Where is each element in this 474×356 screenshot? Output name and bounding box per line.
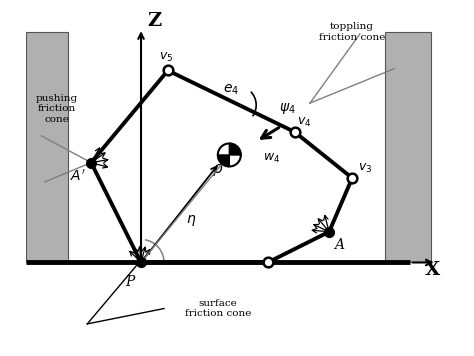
Text: pushing
friction
cone: pushing friction cone [36,94,78,124]
Text: $e_4$: $e_4$ [223,83,239,97]
Text: $v_5$: $v_5$ [159,51,173,64]
Polygon shape [218,155,229,167]
Text: toppling
friction cone: toppling friction cone [319,22,385,42]
Polygon shape [229,143,241,155]
Text: X: X [425,261,440,279]
Text: $A'$: $A'$ [70,168,85,184]
Text: P: P [125,275,134,289]
Bar [385,32,431,262]
Text: surface
friction cone: surface friction cone [184,299,251,318]
Text: $w_4$: $w_4$ [263,152,280,165]
Text: $v_4$: $v_4$ [297,116,311,129]
Text: $v_3$: $v_3$ [358,162,373,175]
Text: $\rho$: $\rho$ [212,162,224,178]
Bar [26,32,68,262]
Text: $\psi_4$: $\psi_4$ [279,101,295,116]
Text: $\eta$: $\eta$ [186,213,196,228]
Text: A: A [334,238,344,252]
Text: Z: Z [147,12,162,30]
